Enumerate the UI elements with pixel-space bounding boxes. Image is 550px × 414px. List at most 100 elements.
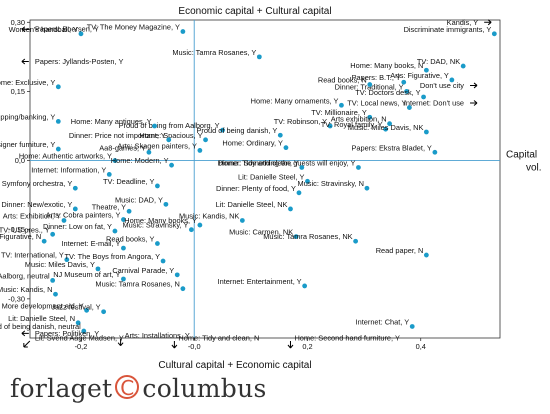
data-point-home-many-ornaments-y: Home: Many ornaments, Y	[251, 96, 344, 108]
data-point-internet-don-t-use: Internet: Don't use	[404, 98, 464, 107]
point-label: Home: Authentic artworks, Y	[19, 152, 112, 161]
point-marker	[339, 102, 344, 108]
data-point-proud-aalborg-neutral: Proud, Aalborg, neutral	[0, 271, 56, 283]
point-label: Proud, Aalborg, neutral	[0, 271, 50, 280]
data-point-music-stravinsky-y: Music: Stravinsky, Y	[123, 221, 194, 233]
data-point-music-tamra-rosanes-n: Music: Tamra Rosanes, N	[95, 280, 186, 292]
point-marker	[220, 127, 225, 133]
arrow-icon	[117, 338, 124, 347]
arrow-icon	[21, 330, 29, 337]
point-marker	[409, 324, 415, 329]
point-marker	[112, 158, 118, 163]
point-marker	[197, 148, 203, 153]
point-label: Arts exhibition, N	[331, 115, 387, 124]
data-point-symfony-orchestra-y: Symfony orchestra, Y	[2, 179, 78, 191]
data-point-arts-skagen-painters-y: Arts: Skagen painters, Y	[117, 141, 203, 153]
point-label: TV: Royal family, Y	[321, 120, 383, 129]
data-point-dinner-something-the-guests-will-enjoy-y: Dinner: Something the guests will enjoy,…	[218, 158, 361, 170]
data-point-home-spacious-y: Home: Spacious, Y	[139, 131, 208, 143]
point-label: Music: Kandis, N	[0, 285, 52, 294]
data-point-home-designer-furniture-y: Home: Designer furniture, Y	[0, 140, 61, 152]
point-marker	[146, 149, 152, 155]
data-point-music-miles-davis-y: Music: Miles Davis, Y	[25, 260, 101, 272]
point-label: Music: Miles Davis, Y	[25, 260, 95, 269]
bottom-axis-title: Cultural capital + Economic capital	[158, 360, 311, 371]
data-point-tv-us-pres-y: TV: US pres., Y	[0, 225, 56, 237]
point-label: Read books, Y	[106, 235, 154, 244]
data-point-discriminate-immigrants-y: Discriminate immigrants, Y	[404, 25, 497, 37]
point-marker	[305, 178, 310, 184]
data-point-music-miles-davis-nk: Music: Miles Davis, NK	[348, 123, 429, 135]
point-marker	[75, 320, 81, 326]
point-marker	[299, 165, 305, 170]
point-label: Proud of being danish, neutral	[0, 322, 81, 331]
publisher-name-right: columbus	[142, 374, 267, 403]
point-label: Arts: Skagen painters, Y	[117, 141, 197, 150]
data-point-lit-svend-aage-madsen-y: Lit: Svend Aage Madsen, Y	[35, 334, 124, 343]
point-label: TV: Deadline, Y	[103, 177, 154, 186]
point-label: Home: Many antiques, Y	[71, 117, 152, 126]
data-point-internet-shopping-banking-y: Internet: Shopping/banking, Y	[0, 112, 61, 124]
y-tick-label: -0,30	[8, 294, 25, 303]
point-label: Music: Stravinsky, N	[298, 179, 364, 188]
right-axis-title-line2: vol.	[526, 163, 542, 174]
point-label: TV: Local news, Y	[347, 99, 406, 108]
point-marker	[174, 272, 180, 278]
data-point-internet-information-y: Internet: Information, Y	[31, 165, 112, 177]
point-marker	[163, 201, 169, 207]
data-point-lit-danielle-steel-nk: Lit: Danielle Steel, NK	[216, 200, 293, 212]
point-label: Arts: Installations, Y	[125, 331, 190, 340]
point-marker	[95, 266, 101, 272]
point-label: Home: Many books, Y	[124, 216, 197, 225]
data-point-home-modern-y: Home: Modern, Y	[111, 156, 174, 168]
data-point-dinner-price-not-important-y: Dinner: Price not important, Y	[69, 131, 172, 143]
point-label: Dinner: New/exotic, Y	[1, 200, 72, 209]
data-point-home-many-books-y: Home: Many books, Y	[124, 216, 203, 228]
point-marker	[203, 137, 208, 143]
point-marker	[50, 231, 56, 237]
point-label: Read books, N	[318, 76, 367, 85]
point-label: Home: Tidy and clean, N	[178, 334, 259, 343]
point-marker	[302, 283, 308, 289]
point-marker	[64, 257, 70, 263]
point-label: Papers: Politiken, Y	[35, 329, 99, 338]
data-point-internet-chat-y: Internet: Chat, Y	[356, 317, 415, 329]
publisher-name-left: forlaget	[10, 374, 113, 403]
data-point-proud-of-being-danish-neutral: Proud of being danish, neutral	[0, 322, 87, 334]
point-label: Arts: Figurative, Y	[390, 71, 449, 80]
point-marker	[166, 137, 172, 143]
point-marker	[421, 94, 426, 100]
data-point-tv-millionaire-y: TV: Millionaire, Y	[311, 108, 373, 120]
data-point-tv-deadline-y: TV: Deadline, Y	[103, 177, 160, 189]
data-point-dinner-new-exotic-y: Dinner: New/exotic, Y	[1, 200, 78, 212]
point-label: Music: Carmen, NK	[229, 228, 293, 237]
point-label: Carnival Parade, Y	[112, 266, 174, 275]
point-marker	[353, 238, 359, 244]
point-marker	[160, 258, 166, 264]
point-label: Proud of being danish, Y	[196, 126, 277, 135]
point-label: Aa8-games, Y	[99, 143, 146, 152]
point-marker	[121, 245, 126, 251]
point-marker	[50, 277, 56, 283]
data-point-tv-local-news-y: TV: Local news, Y	[347, 99, 412, 110]
data-point-home-second-hand-furniture-y: Home: Second hand furniture, Y	[294, 334, 400, 343]
point-marker	[401, 79, 407, 85]
data-point-lit-danielle-steel-n: Lit: Danielle Steel, N	[8, 314, 81, 326]
point-marker	[283, 145, 289, 151]
data-point-papers-b-t-y: Papers: B.T., Y	[352, 73, 407, 85]
point-marker	[327, 123, 333, 129]
point-marker	[491, 31, 497, 37]
point-label: Arts: Figurative, N	[0, 232, 41, 241]
data-point-papers-politiken-y: Papers: Politiken, Y	[35, 329, 99, 338]
point-marker	[383, 126, 389, 132]
copyright-icon: C	[115, 375, 140, 400]
point-label: TV: US pres., Y	[0, 225, 50, 234]
data-point-tv-doctors-desk-y: TV: Doctors desk, Y	[355, 88, 426, 100]
data-point-aa8-games-y: Aa8-games, Y	[99, 143, 152, 155]
point-label: Home: Second hand furniture, Y	[294, 334, 400, 343]
data-point-kandis-y: Kandis, Y	[447, 18, 479, 27]
offscale-arrow	[171, 341, 178, 349]
y-tick-label: -0,15	[8, 225, 25, 234]
point-marker	[81, 328, 87, 334]
data-point-music-tamra-rosanes-y: Music: Tamra Rosanes, Y	[172, 48, 262, 60]
